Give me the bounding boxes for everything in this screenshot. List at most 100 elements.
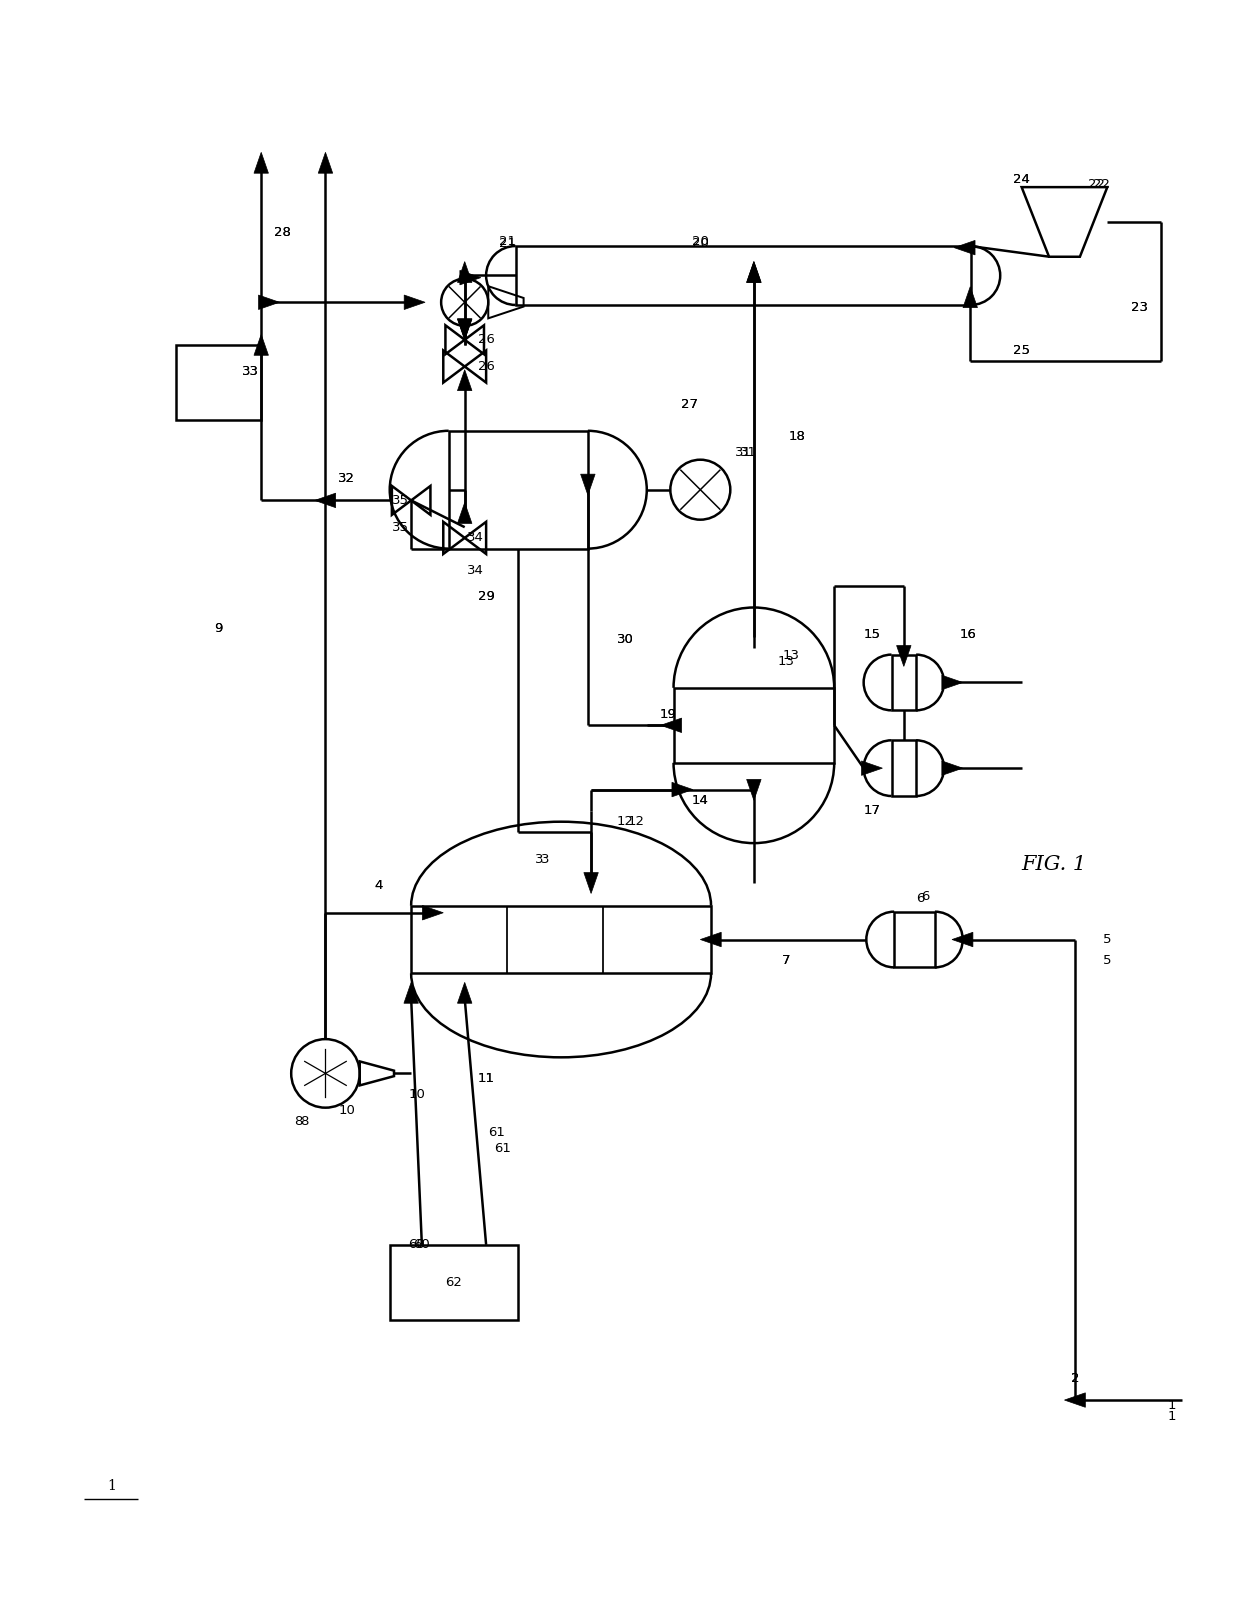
Polygon shape bbox=[254, 334, 268, 355]
Text: 18: 18 bbox=[789, 430, 805, 443]
Polygon shape bbox=[672, 782, 693, 796]
Text: 17: 17 bbox=[863, 805, 880, 817]
Polygon shape bbox=[254, 152, 268, 174]
Bar bbox=[892, 740, 916, 796]
Text: 25: 25 bbox=[1013, 344, 1030, 357]
Text: 17: 17 bbox=[863, 805, 880, 817]
Text: 60: 60 bbox=[408, 1238, 425, 1251]
Polygon shape bbox=[952, 933, 973, 947]
Polygon shape bbox=[460, 271, 481, 285]
Polygon shape bbox=[580, 474, 595, 495]
Text: 18: 18 bbox=[789, 430, 805, 443]
Text: 1: 1 bbox=[1167, 1398, 1176, 1411]
Bar bbox=[449, 431, 588, 548]
Text: 61: 61 bbox=[489, 1126, 505, 1139]
Polygon shape bbox=[942, 761, 962, 775]
Text: 28: 28 bbox=[274, 225, 291, 238]
Text: 33: 33 bbox=[242, 365, 259, 378]
Text: 9: 9 bbox=[215, 623, 222, 636]
Bar bbox=[389, 1244, 518, 1320]
Text: 60: 60 bbox=[413, 1238, 430, 1251]
Text: 5: 5 bbox=[1104, 933, 1111, 946]
Polygon shape bbox=[963, 287, 977, 308]
Text: 2: 2 bbox=[1071, 1372, 1080, 1385]
Text: 20: 20 bbox=[692, 237, 709, 250]
Text: 7: 7 bbox=[781, 954, 790, 967]
Text: 27: 27 bbox=[681, 397, 698, 410]
Polygon shape bbox=[404, 295, 425, 310]
Polygon shape bbox=[954, 240, 975, 255]
Text: 29: 29 bbox=[477, 590, 495, 603]
Polygon shape bbox=[897, 646, 911, 667]
Text: 32: 32 bbox=[339, 472, 356, 485]
Text: 6: 6 bbox=[915, 892, 924, 905]
Text: 19: 19 bbox=[660, 709, 677, 722]
Polygon shape bbox=[701, 933, 722, 947]
Text: 24: 24 bbox=[1013, 172, 1030, 185]
Text: 11: 11 bbox=[477, 1072, 495, 1085]
Text: 31: 31 bbox=[734, 446, 751, 459]
Text: 20: 20 bbox=[692, 235, 709, 248]
Text: 21: 21 bbox=[498, 237, 516, 250]
Text: 6: 6 bbox=[921, 890, 930, 903]
Text: 24: 24 bbox=[1013, 172, 1030, 185]
Text: 8: 8 bbox=[300, 1114, 309, 1127]
Text: 14: 14 bbox=[692, 793, 709, 806]
Bar bbox=[176, 345, 262, 420]
Text: 35: 35 bbox=[392, 521, 409, 534]
Text: 2: 2 bbox=[1071, 1372, 1080, 1385]
Text: 13: 13 bbox=[777, 655, 795, 668]
Bar bbox=[673, 688, 835, 762]
Polygon shape bbox=[862, 761, 883, 775]
Text: 27: 27 bbox=[681, 397, 698, 410]
Text: 22: 22 bbox=[1089, 178, 1105, 191]
Text: 11: 11 bbox=[477, 1072, 495, 1085]
Text: 5: 5 bbox=[1104, 954, 1111, 967]
Text: 1: 1 bbox=[107, 1479, 115, 1492]
Text: 14: 14 bbox=[692, 793, 709, 806]
Text: 12: 12 bbox=[627, 816, 645, 829]
Text: 33: 33 bbox=[242, 365, 259, 378]
Text: 7: 7 bbox=[781, 954, 790, 967]
Polygon shape bbox=[661, 719, 682, 733]
Text: 9: 9 bbox=[215, 623, 222, 636]
Bar bbox=[892, 655, 916, 710]
Bar bbox=[516, 247, 971, 305]
Polygon shape bbox=[319, 152, 332, 174]
Text: 34: 34 bbox=[467, 532, 484, 545]
Text: 13: 13 bbox=[782, 649, 800, 662]
Polygon shape bbox=[458, 983, 472, 1004]
Text: 23: 23 bbox=[1131, 302, 1148, 315]
Polygon shape bbox=[584, 873, 599, 894]
Text: 23: 23 bbox=[1131, 302, 1148, 315]
Text: 4: 4 bbox=[374, 879, 383, 892]
Polygon shape bbox=[746, 261, 761, 282]
Text: 8: 8 bbox=[295, 1114, 303, 1127]
Text: 62: 62 bbox=[445, 1277, 463, 1289]
Polygon shape bbox=[423, 905, 443, 920]
Text: 21: 21 bbox=[498, 235, 516, 248]
Text: 3: 3 bbox=[536, 853, 544, 866]
Polygon shape bbox=[458, 261, 472, 282]
Polygon shape bbox=[942, 675, 962, 689]
Text: 16: 16 bbox=[960, 628, 977, 641]
Polygon shape bbox=[404, 983, 418, 1004]
Text: 12: 12 bbox=[616, 816, 634, 829]
Text: 28: 28 bbox=[274, 225, 291, 238]
Text: 3: 3 bbox=[541, 853, 549, 866]
Text: 22: 22 bbox=[1094, 178, 1111, 191]
Text: 34: 34 bbox=[467, 563, 484, 576]
Text: 10: 10 bbox=[408, 1088, 425, 1101]
Text: 15: 15 bbox=[863, 628, 880, 641]
Text: 4: 4 bbox=[374, 879, 383, 892]
Text: 61: 61 bbox=[494, 1142, 511, 1155]
Polygon shape bbox=[746, 261, 761, 282]
Polygon shape bbox=[315, 493, 336, 508]
Text: FIG. 1: FIG. 1 bbox=[1022, 855, 1086, 874]
Text: 35: 35 bbox=[392, 495, 409, 508]
Bar bbox=[894, 912, 935, 967]
Text: 30: 30 bbox=[618, 633, 634, 646]
Text: 15: 15 bbox=[863, 628, 880, 641]
Text: 31: 31 bbox=[740, 446, 758, 459]
Text: 25: 25 bbox=[1013, 344, 1030, 357]
